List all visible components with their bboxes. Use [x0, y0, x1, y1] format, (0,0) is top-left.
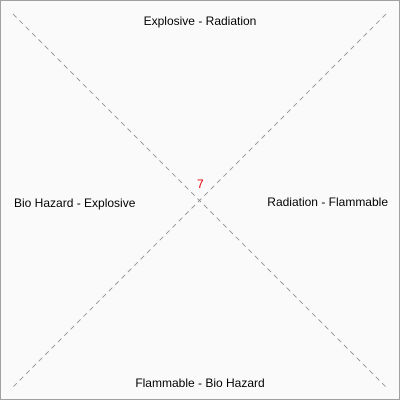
center-value: 7	[197, 177, 204, 191]
diagonal-line-top-right-to-bottom-left	[12, 13, 387, 388]
quadrant-label-bottom: Flammable - Bio Hazard	[135, 376, 265, 390]
quadrant-label-left: Bio Hazard - Explosive	[14, 196, 136, 210]
quadrant-label-top: Explosive - Radiation	[143, 14, 257, 28]
quadrant-label-right: Radiation - Flammable	[267, 195, 388, 209]
